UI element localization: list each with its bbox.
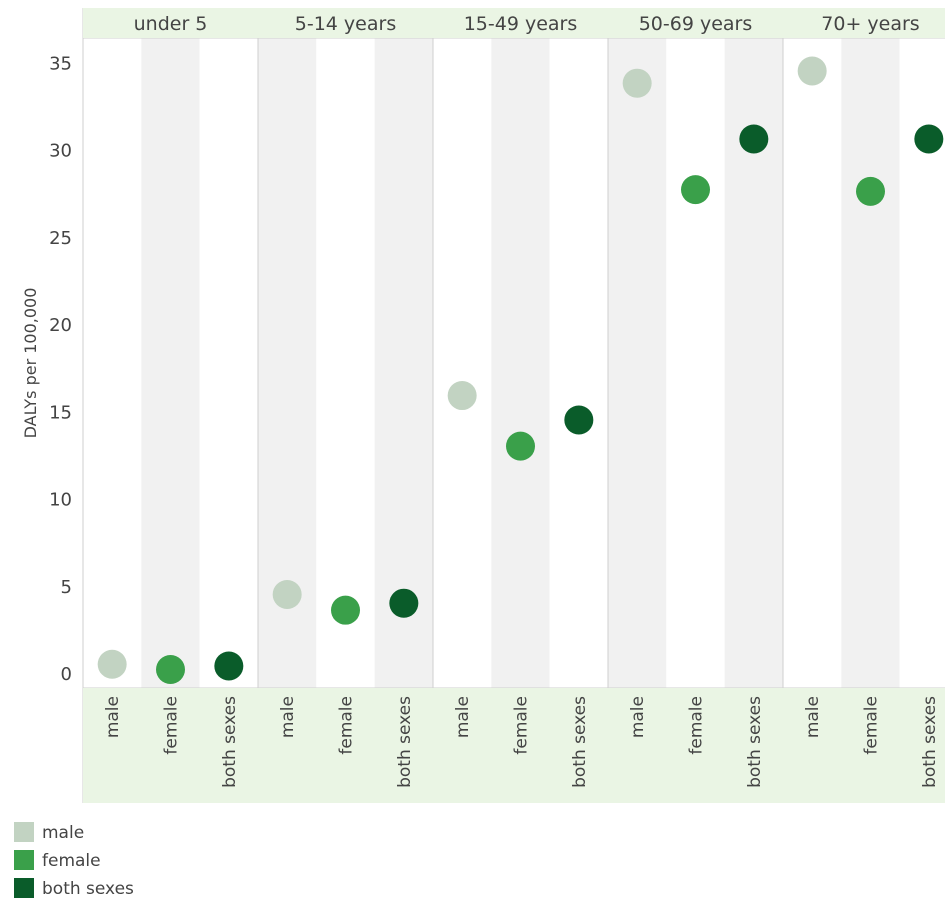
category-label: male (103, 696, 123, 738)
category-label: both sexes (920, 696, 940, 788)
data-point-male (797, 56, 827, 86)
group-label: 15-49 years (464, 13, 578, 35)
column-band (666, 38, 725, 688)
column-band (83, 38, 142, 688)
data-point-female (856, 176, 885, 206)
legend-swatch-both-sexes (14, 878, 34, 898)
legend-label: male (42, 823, 84, 843)
group-label: 50-69 years (639, 13, 753, 35)
y-tick-label: 20 (49, 315, 72, 336)
data-point-female (331, 595, 360, 625)
data-point-male (272, 579, 302, 609)
data-point-male (97, 649, 127, 679)
y-axis-title: DALYs per 100,000 (21, 288, 40, 439)
column-band (608, 38, 667, 688)
data-point-both-sexes (739, 124, 769, 154)
legend-label: both sexes (42, 879, 134, 899)
column-band (783, 38, 842, 688)
group-header-bg (83, 8, 945, 38)
data-point-female (506, 431, 535, 461)
category-label: male (803, 696, 823, 738)
column-band (841, 38, 900, 688)
legend-swatch-female (14, 850, 34, 870)
category-label: both sexes (395, 696, 415, 788)
data-point-female (156, 655, 185, 685)
category-label: female (687, 696, 707, 755)
category-axis-bg (83, 688, 945, 803)
column-band (374, 38, 433, 688)
legend-swatch-male (14, 822, 34, 842)
category-label: both sexes (745, 696, 765, 788)
category-label: male (628, 696, 648, 738)
category-label: male (453, 696, 473, 738)
category-label: female (512, 696, 532, 755)
column-band (433, 38, 492, 688)
y-tick-label: 5 (61, 577, 72, 598)
column-band (549, 38, 608, 688)
group-header: under 5 5-14 years 15-49 years 50-69 years 7… (83, 8, 945, 38)
column-band (491, 38, 550, 688)
category-label: both sexes (570, 696, 590, 788)
y-tick-label: 25 (49, 228, 72, 249)
category-label: both sexes (220, 696, 240, 788)
category-label: male (278, 696, 298, 738)
category-label: female (162, 696, 182, 755)
column-band (199, 38, 258, 688)
data-points (97, 56, 944, 685)
y-axis: DALYs per 100,000 0 5 10 15 20 25 30 35 (21, 53, 72, 685)
data-point-both-sexes (389, 588, 419, 618)
column-band (258, 38, 317, 688)
data-point-male (447, 381, 477, 411)
category-label: female (862, 696, 882, 755)
group-label: 5-14 years (295, 13, 396, 35)
y-tick-label: 10 (49, 490, 72, 511)
data-point-both-sexes (564, 405, 594, 435)
y-tick-label: 15 (49, 402, 72, 423)
data-point-female (681, 175, 710, 205)
category-label: female (337, 696, 357, 755)
group-label: under 5 (134, 13, 208, 35)
data-point-male (622, 68, 652, 98)
data-point-both-sexes (914, 124, 944, 154)
column-band (141, 38, 200, 688)
legend-label: female (42, 851, 101, 871)
y-tick-label: 35 (49, 53, 72, 74)
column-bands (82, 8, 945, 803)
data-point-both-sexes (214, 651, 244, 681)
y-tick-label: 30 (49, 141, 72, 162)
legend: male female both sexes (14, 822, 134, 899)
group-label: 70+ years (821, 13, 919, 35)
category-axis: male female both sexes male female both sexes… (83, 688, 945, 803)
column-band (316, 38, 375, 688)
y-tick-label: 0 (61, 664, 72, 685)
